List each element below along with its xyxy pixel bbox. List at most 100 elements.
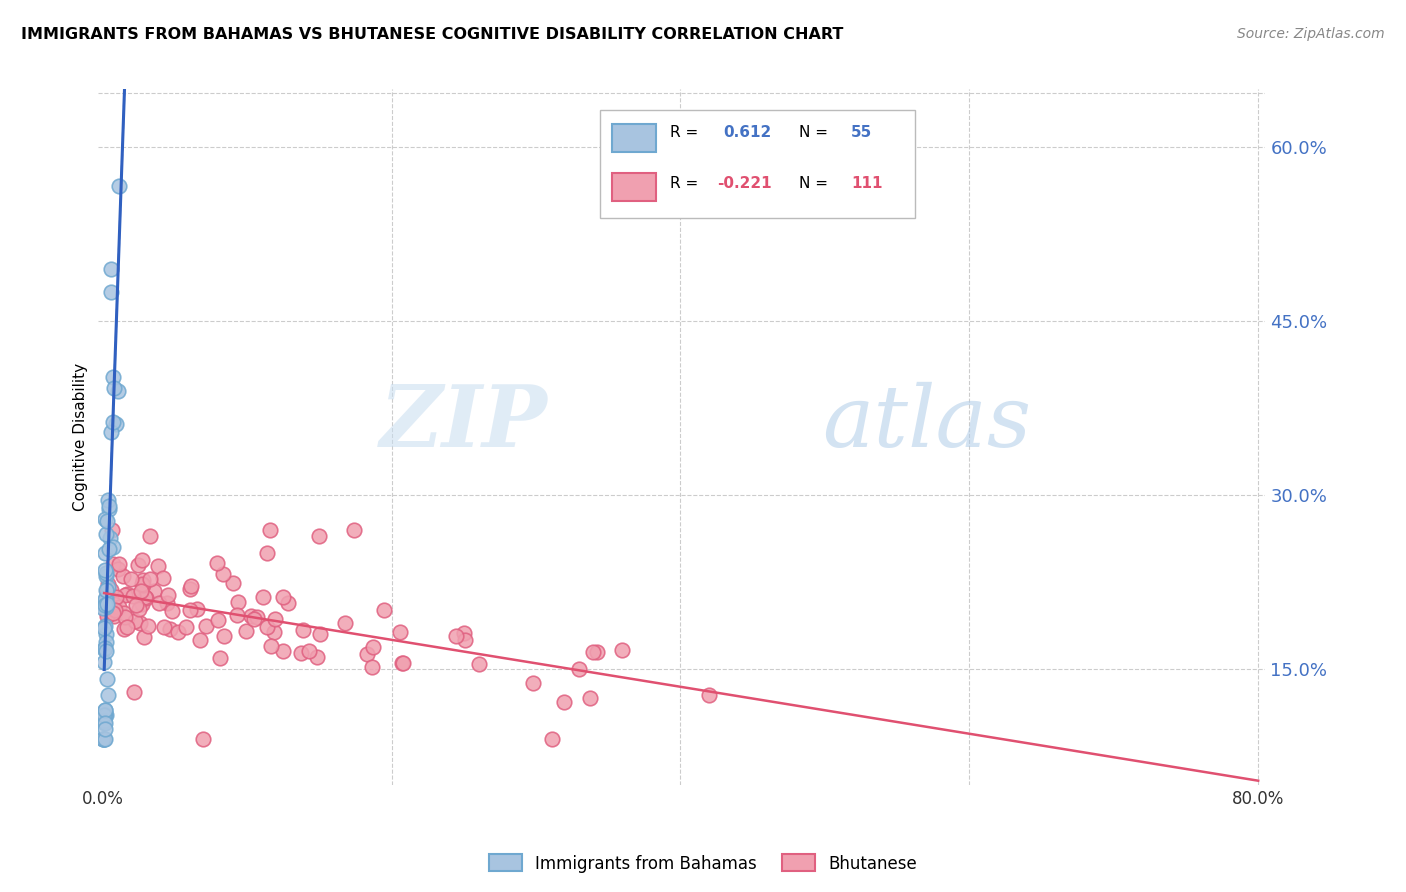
Point [93,715,115,730]
Point [194,619,217,633]
Point [104,603,127,617]
Point [96,493,118,508]
Point [180,579,202,593]
Point [214,629,236,643]
Point [179,603,201,617]
Point [132,630,155,644]
Point [96,597,118,611]
Point [256,620,278,634]
Point [159,622,181,636]
Point [263,624,285,639]
Point [256,546,278,560]
Point [93,641,115,656]
Bar [600,110,915,218]
Point [138,528,160,542]
Point [166,624,188,639]
Point [131,577,153,591]
Legend: Immigrants from Bahamas, Bhutanese: Immigrants from Bahamas, Bhutanese [482,847,924,880]
Point [103,597,125,611]
Point [131,597,153,611]
Point [96,672,118,686]
Point [94,598,117,612]
Text: IMMIGRANTS FROM BAHAMAS VS BHUTANESE COGNITIVE DISABILITY CORRELATION CHART: IMMIGRANTS FROM BAHAMAS VS BHUTANESE COG… [21,27,844,42]
Point [579,691,602,706]
Point [373,603,395,617]
Point [246,609,269,624]
Point [97,577,120,591]
Point [108,179,131,194]
Point [188,632,211,647]
Point [128,615,150,630]
Point [148,559,170,574]
Point [94,563,117,577]
Point [153,620,176,634]
Point [343,523,366,537]
Point [96,566,118,580]
Point [115,620,138,634]
Text: R =: R = [671,176,703,191]
Point [94,591,117,606]
Point [454,633,477,648]
Point [97,499,120,513]
Point [93,714,115,728]
Point [120,572,142,586]
Point [225,608,247,623]
Point [114,610,136,624]
Point [107,384,129,398]
Point [228,595,250,609]
Point [585,644,607,658]
Point [100,582,122,597]
Point [129,584,152,599]
Point [112,622,135,636]
Point [132,578,155,592]
Point [277,595,299,609]
Point [93,731,115,746]
Point [94,635,117,649]
Point [122,685,145,699]
Bar [612,173,657,201]
Point [100,425,122,439]
Point [103,608,125,623]
Y-axis label: Cognitive Disability: Cognitive Disability [73,363,89,511]
Point [541,731,564,746]
Point [122,590,145,604]
Text: 111: 111 [851,176,883,191]
Point [271,591,294,605]
Point [209,651,232,665]
Point [191,731,214,746]
Point [96,514,118,528]
Point [98,541,121,556]
Point [131,553,153,567]
Point [104,417,127,431]
Text: N =: N = [799,125,832,140]
Point [291,623,314,637]
Point [205,557,228,571]
Point [136,619,159,633]
Point [94,619,117,633]
Point [101,540,124,554]
Point [134,591,156,605]
Point [389,625,412,640]
Point [391,656,413,670]
Point [697,688,720,702]
Point [271,644,294,658]
Point [152,571,174,585]
Point [160,604,183,618]
Point [308,528,330,542]
Point [96,591,118,605]
Point [94,569,117,583]
Point [356,647,378,661]
Point [93,708,115,723]
Point [94,708,117,723]
Point [100,285,122,300]
Point [453,626,475,640]
Point [612,643,634,657]
Point [259,523,281,537]
Point [94,591,117,606]
Point [108,558,131,572]
Point [96,584,118,599]
Point [96,607,118,621]
Point [115,587,138,601]
Point [93,703,115,717]
Point [112,607,135,621]
